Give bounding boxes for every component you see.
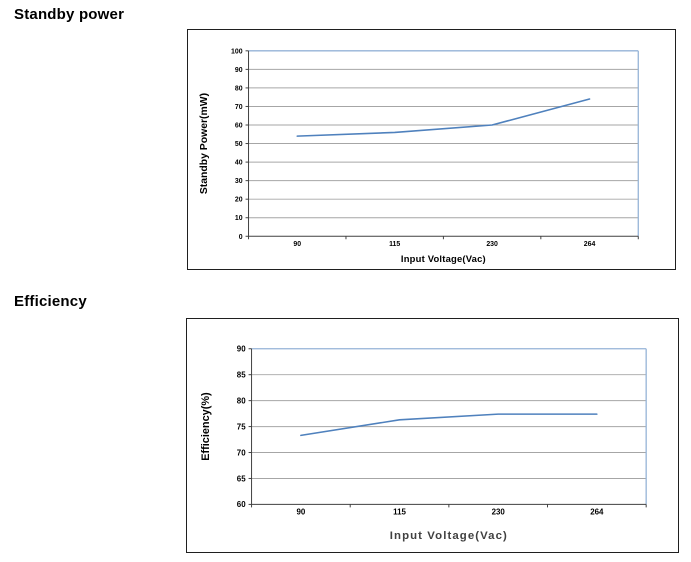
series-line [296,98,591,137]
standby-power-chart: 0 10 20 30 40 50 60 70 80 90 100 90 115 230 264 Input V… [187,29,676,270]
y-tick-label: 70 [237,448,246,457]
y-tick-label: 10 [235,215,243,222]
y-tick-label: 20 [235,197,243,204]
y-tick-label: 75 [237,422,246,431]
efficiency-chart: 60 65 70 75 80 85 90 90 115 230 264 Input Voltage(V… [186,318,679,553]
series-line [300,413,598,437]
y-tick-label: 65 [237,474,246,483]
y-tick-label: 100 [231,48,243,55]
x-tick-label: 230 [486,241,498,248]
y-tick-label: 70 [235,104,243,111]
efficiency-heading: Efficiency [14,293,87,310]
x-tick-label: 115 [389,241,400,248]
efficiency-plot: 60 65 70 75 80 85 90 90 115 230 264 Input Voltage(V… [200,345,647,542]
y-tick-label: 60 [235,123,243,130]
x-tick-label: 230 [492,507,506,516]
y-tick-label: 80 [235,85,243,92]
y-tick-label: 40 [235,160,243,167]
x-tick-label: 90 [293,241,301,248]
x-tick-label: 264 [584,241,596,248]
x-tick-label: 115 [393,507,406,516]
x-tick-label: 90 [296,507,305,516]
y-tick-label: 85 [237,371,246,380]
y-tick-label: 50 [235,141,243,148]
standby-power-plot: 0 10 20 30 40 50 60 70 80 90 100 90 115 230 264 Input V… [199,48,639,264]
y-axis-title: Standby Power(mW) [199,93,210,194]
x-axis-title: Input Voltage(Vac) [401,253,486,264]
x-tick-label: 264 [590,507,604,516]
y-tick-label: 90 [235,67,243,74]
standby-power-heading: Standby power [14,6,125,23]
y-tick-label: 0 [239,234,243,241]
y-tick-label: 80 [237,396,246,405]
y-axis-title: Efficiency(%) [200,392,212,461]
y-tick-label: 60 [237,500,246,509]
x-axis-title: Input Voltage(Vac) [390,530,508,542]
y-tick-label: 30 [235,178,243,185]
y-tick-label: 90 [237,345,246,354]
